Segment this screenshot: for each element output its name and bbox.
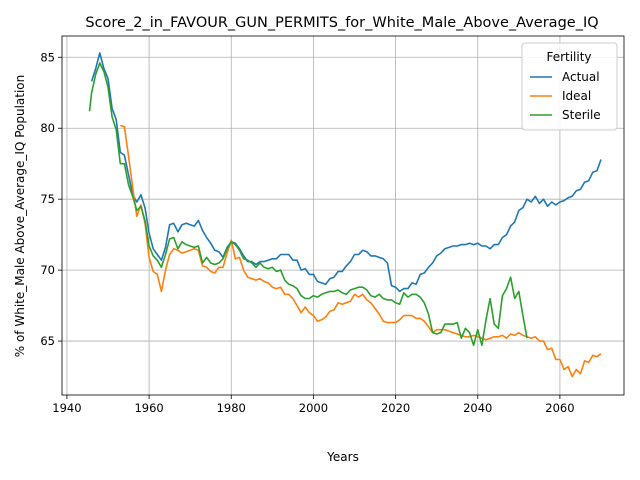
legend-label-actual: Actual [562, 70, 600, 84]
x-tick-label: 2020 [381, 401, 410, 415]
y-tick-label: 75 [40, 192, 55, 206]
y-tick-label: 80 [40, 121, 55, 135]
series-line-actual [90, 52, 602, 293]
x-tick-label: 2000 [299, 401, 328, 415]
chart-title: Score_2_in_FAVOUR_GUN_PERMITS_for_White_… [85, 15, 598, 31]
plot-frame [61, 35, 625, 396]
x-tick-label: 1940 [52, 401, 81, 415]
y-tick-label: 65 [40, 334, 55, 348]
legend-label-sterile: Sterile [562, 108, 601, 122]
legend: Fertility Actual Ideal Sterile [521, 42, 618, 131]
x-axis-label: Years [326, 450, 359, 464]
series-lines [88, 52, 602, 378]
x-tick-label: 2060 [545, 401, 574, 415]
y-tick-label: 85 [40, 50, 55, 64]
axis-ticks: 1940 1960 1980 2000 2020 2040 2060 65 70 75 80 85 [40, 50, 574, 415]
legend-title: Fertility [546, 50, 591, 64]
y-tick-label: 70 [40, 263, 55, 277]
x-tick-label: 1980 [217, 401, 246, 415]
legend-label-ideal: Ideal [562, 89, 591, 103]
legend-box [521, 42, 618, 131]
x-tick-label: 2040 [463, 401, 492, 415]
series-line-sterile [88, 62, 528, 347]
x-tick-label: 1960 [134, 401, 163, 415]
series-line-ideal [120, 124, 602, 378]
y-axis-label: % of White_Male Above_Average_IQ Populat… [13, 75, 27, 358]
